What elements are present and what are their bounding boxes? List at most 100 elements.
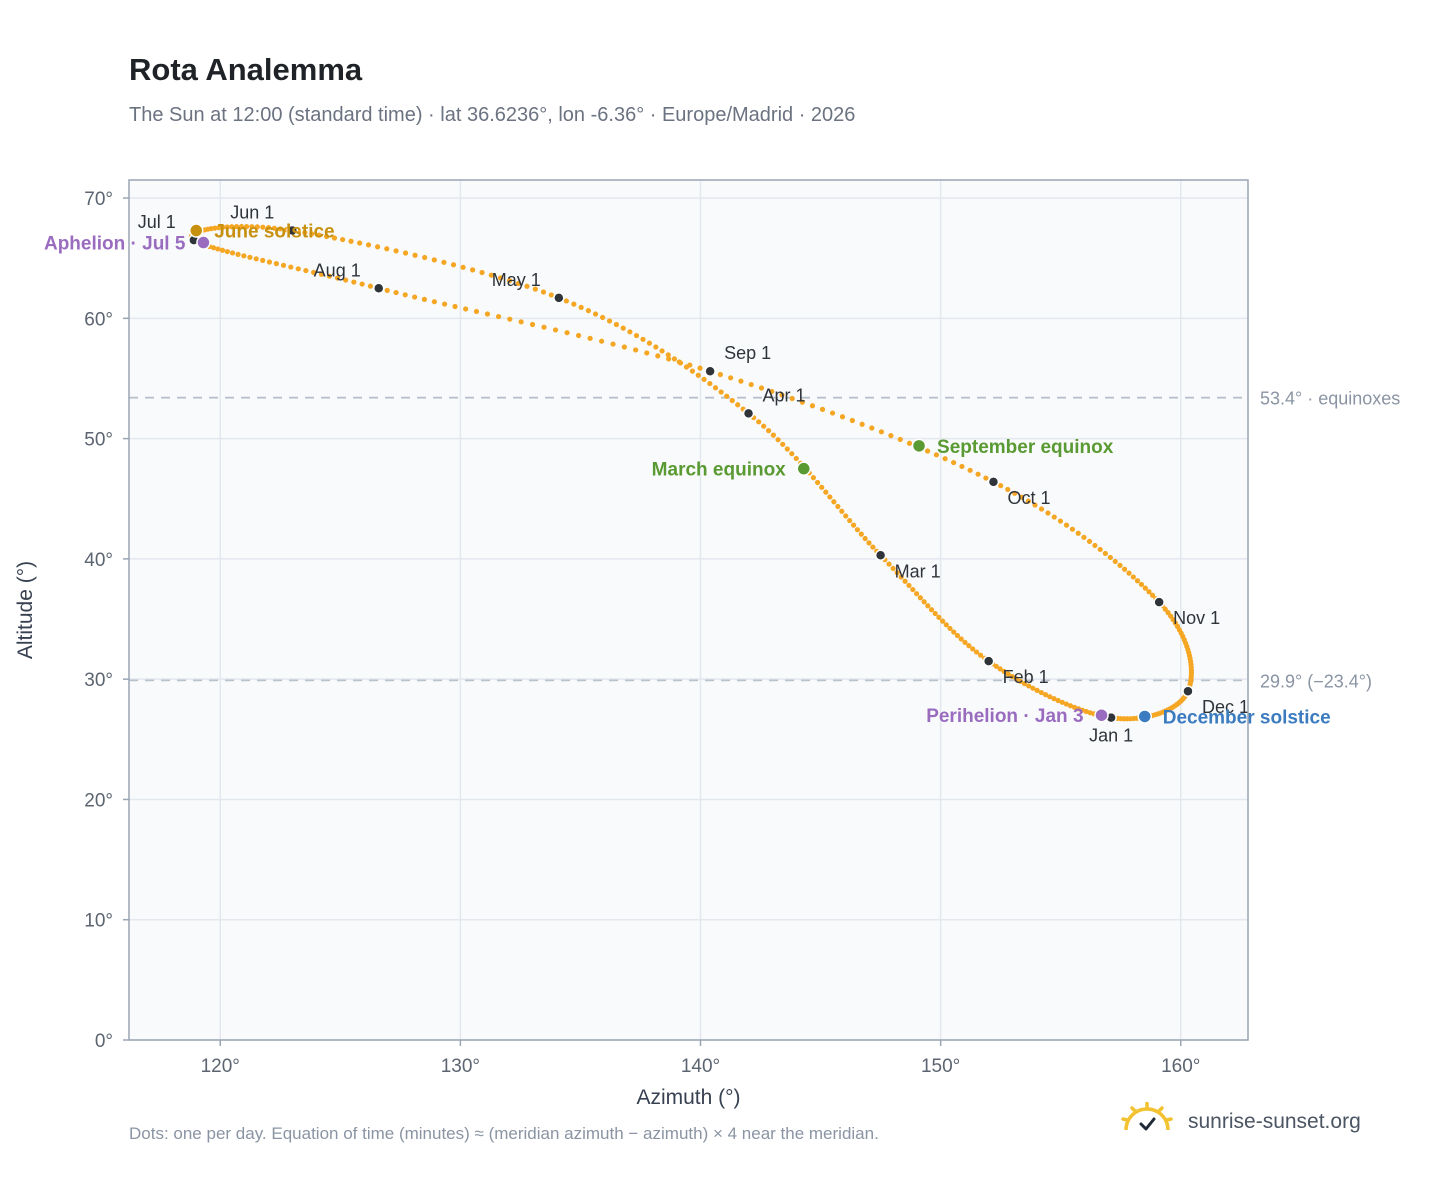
day-dot bbox=[784, 446, 790, 452]
day-dot bbox=[665, 352, 671, 358]
day-dot bbox=[729, 397, 735, 404]
day-dot bbox=[1081, 534, 1087, 540]
day-dot bbox=[402, 292, 408, 298]
day-dot bbox=[224, 248, 230, 255]
day-dot bbox=[858, 531, 864, 537]
day-dot bbox=[224, 224, 230, 230]
day-dot bbox=[1042, 692, 1049, 698]
y-axis-title: Altitude (°) bbox=[14, 561, 37, 659]
day-dot bbox=[421, 296, 427, 302]
day-dot bbox=[940, 618, 946, 624]
day-dot bbox=[671, 356, 678, 362]
day-dot bbox=[925, 603, 931, 609]
day-dot bbox=[724, 393, 730, 399]
day-dot bbox=[815, 479, 821, 486]
day-dot bbox=[311, 269, 317, 276]
day-dot bbox=[906, 440, 913, 446]
day-dot bbox=[592, 311, 599, 317]
day-dot bbox=[1086, 538, 1093, 544]
day-dot bbox=[878, 429, 885, 435]
day-dot bbox=[393, 289, 399, 296]
day-dot bbox=[951, 629, 957, 635]
day-dot bbox=[701, 376, 707, 382]
day-dot bbox=[697, 365, 703, 371]
day-dot bbox=[958, 636, 964, 642]
day-dot bbox=[585, 308, 592, 314]
month-marker-label: Dec 1 bbox=[1202, 697, 1249, 717]
month-marker-label: May 1 bbox=[492, 270, 541, 290]
day-dot bbox=[238, 223, 245, 230]
day-dot bbox=[1032, 502, 1038, 508]
x-axis-title: Azimuth (°) bbox=[636, 1086, 740, 1109]
day-dot bbox=[1038, 689, 1044, 696]
day-dot bbox=[914, 591, 920, 597]
day-dot bbox=[1079, 707, 1086, 713]
day-dot bbox=[765, 428, 772, 434]
day-dot bbox=[210, 245, 217, 251]
day-dot bbox=[928, 607, 935, 613]
day-dot bbox=[359, 281, 365, 287]
day-dot bbox=[216, 225, 222, 231]
day-dot bbox=[932, 610, 938, 617]
day-dot bbox=[695, 372, 701, 378]
day-dot bbox=[563, 298, 569, 304]
day-dot bbox=[936, 614, 942, 620]
day-dot bbox=[518, 319, 524, 325]
day-dot bbox=[412, 252, 418, 258]
brand[interactable]: sunrise-sunset.org bbox=[1120, 1101, 1361, 1141]
day-dot bbox=[1092, 542, 1098, 549]
footnote: Dots: one per day. Equation of time (min… bbox=[129, 1124, 879, 1143]
day-dot bbox=[977, 652, 984, 658]
axes: 120° 130° 140° 150° 160° 0° 10° 20° 30° 40° 50° 60°… bbox=[14, 189, 1200, 1109]
day-dot bbox=[331, 235, 338, 241]
day-dot bbox=[769, 388, 775, 395]
day-dot bbox=[666, 356, 672, 362]
day-dot bbox=[1126, 570, 1132, 576]
day-dot bbox=[215, 246, 221, 252]
day-dot bbox=[1051, 696, 1057, 702]
y-tick-label: 70° bbox=[84, 189, 113, 210]
day-dot bbox=[770, 432, 776, 438]
day-dot bbox=[898, 574, 904, 580]
y-tick-label: 60° bbox=[84, 309, 113, 330]
day-dot bbox=[540, 289, 547, 295]
day-dot bbox=[1069, 526, 1076, 532]
day-dot bbox=[374, 244, 381, 250]
day-dot bbox=[599, 338, 605, 344]
day-dot bbox=[789, 451, 795, 457]
event-marker-dot bbox=[911, 438, 927, 454]
day-dot bbox=[450, 262, 457, 268]
month-marker-label: Sep 1 bbox=[724, 343, 771, 363]
day-dot bbox=[318, 271, 325, 277]
day-dot bbox=[924, 448, 931, 454]
day-dot bbox=[1005, 671, 1011, 677]
x-tick-label: 120° bbox=[201, 1056, 240, 1077]
reference-lines: 53.4° · equinoxes 29.9° (−23.4°) bbox=[129, 389, 1400, 691]
day-dot bbox=[789, 395, 795, 402]
day-dot bbox=[1018, 494, 1025, 500]
month-marker-dot bbox=[874, 549, 887, 562]
day-dot bbox=[689, 368, 696, 374]
month-marker-label: Oct 1 bbox=[1007, 488, 1050, 508]
day-dot bbox=[441, 301, 448, 307]
day-dot bbox=[973, 649, 980, 655]
day-dot bbox=[1102, 550, 1108, 557]
day-dot bbox=[827, 494, 833, 500]
day-dot bbox=[253, 256, 259, 262]
day-dot bbox=[886, 561, 892, 567]
day-dot bbox=[1026, 683, 1032, 689]
reference-line-label: 29.9° (−23.4°) bbox=[1260, 671, 1372, 691]
day-dot bbox=[854, 527, 861, 533]
day-dot bbox=[587, 335, 593, 341]
day-dot bbox=[576, 332, 582, 339]
day-dot bbox=[1005, 486, 1011, 493]
x-tick-label: 160° bbox=[1161, 1056, 1200, 1077]
day-dot bbox=[998, 483, 1004, 489]
day-dot bbox=[488, 272, 494, 278]
month-marker-label: Jan 1 bbox=[1089, 726, 1133, 746]
month-marker-label: Jul 1 bbox=[138, 212, 176, 232]
day-dot bbox=[578, 304, 584, 310]
day-dot bbox=[859, 421, 865, 427]
day-dot bbox=[779, 392, 785, 398]
day-dot bbox=[1059, 699, 1065, 705]
